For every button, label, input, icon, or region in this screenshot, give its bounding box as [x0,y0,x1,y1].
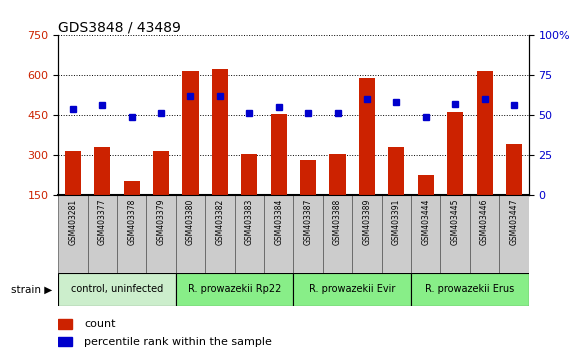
Bar [146,195,176,273]
Bar [411,195,440,273]
Bar [293,273,411,306]
Text: GSM403447: GSM403447 [510,199,518,245]
Text: control, uninfected: control, uninfected [71,284,163,295]
Bar [293,195,323,273]
Bar [440,195,470,273]
Text: GSM403378: GSM403378 [127,199,136,245]
Bar [153,151,169,195]
Text: GSM403380: GSM403380 [186,199,195,245]
Bar [476,71,493,195]
Text: R. prowazekii Evir: R. prowazekii Evir [309,284,396,295]
Text: GSM403445: GSM403445 [451,199,460,245]
Bar [300,160,316,195]
Bar [58,273,175,306]
Text: strain ▶: strain ▶ [11,284,52,295]
Text: GSM403389: GSM403389 [363,199,371,245]
Bar [506,144,522,195]
Bar [175,273,293,306]
Text: GSM403387: GSM403387 [304,199,313,245]
Text: R. prowazekii Erus: R. prowazekii Erus [425,284,515,295]
Bar [117,195,146,273]
Bar [388,147,404,195]
Bar [359,78,375,195]
Bar [124,181,139,195]
Bar [418,175,434,195]
Bar [264,195,293,273]
Text: GSM403383: GSM403383 [245,199,254,245]
Bar [64,151,81,195]
Bar [58,337,72,346]
Bar [271,114,287,195]
Bar [323,195,352,273]
Text: GSM403388: GSM403388 [333,199,342,245]
Bar [175,195,205,273]
Text: GSM403377: GSM403377 [98,199,107,245]
Text: GSM403281: GSM403281 [69,199,77,245]
Bar [382,195,411,273]
Bar [58,195,88,273]
Bar [205,195,235,273]
Bar [329,154,346,195]
Text: GSM403379: GSM403379 [156,199,166,245]
Bar [235,195,264,273]
Bar [88,195,117,273]
Text: percentile rank within the sample: percentile rank within the sample [84,337,272,347]
Text: GSM403382: GSM403382 [216,199,224,245]
Bar [470,195,499,273]
Bar [352,195,382,273]
Text: GSM403391: GSM403391 [392,199,401,245]
Bar [94,147,110,195]
Text: GDS3848 / 43489: GDS3848 / 43489 [58,20,181,34]
Bar [411,273,529,306]
Text: R. prowazekii Rp22: R. prowazekii Rp22 [188,284,281,295]
Bar [58,319,72,329]
Text: GSM403384: GSM403384 [274,199,283,245]
Text: GSM403444: GSM403444 [421,199,431,245]
Bar [499,195,529,273]
Text: count: count [84,319,116,329]
Bar [182,71,199,195]
Bar [212,69,228,195]
Bar [447,113,463,195]
Bar [241,154,257,195]
Text: GSM403446: GSM403446 [480,199,489,245]
